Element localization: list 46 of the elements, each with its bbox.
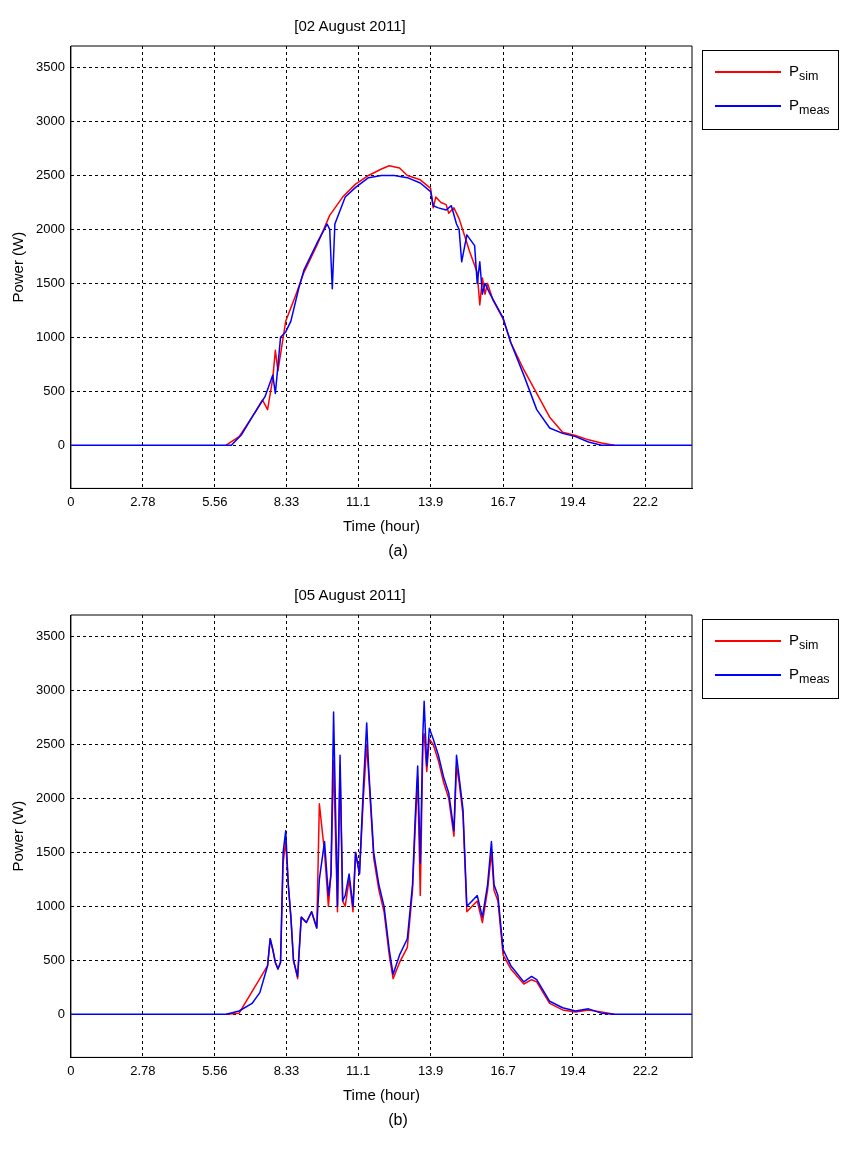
- chart-title: [02 August 2011]: [294, 17, 406, 35]
- x-tick-label: 11.1: [346, 493, 371, 509]
- x-tick-label: 5.56: [202, 1062, 228, 1078]
- y-tick-label: 2500: [36, 167, 65, 183]
- y-axis-title: Power (W): [9, 231, 27, 303]
- x-tick-label: 2.78: [130, 493, 156, 509]
- x-axis-title: Time (hour): [342, 517, 420, 535]
- y-tick-label: 500: [43, 382, 65, 398]
- x-tick-label: 11.1: [346, 1062, 371, 1078]
- y-tick-label: 0: [57, 1005, 65, 1021]
- x-tick-label: 19.4: [560, 1062, 586, 1078]
- y-tick-label: 3000: [36, 113, 65, 129]
- x-tick-label: 19.4: [560, 493, 586, 509]
- x-tick-label: 8.33: [273, 493, 300, 509]
- y-tick-label: 2500: [36, 736, 65, 752]
- y-tick-label: 2000: [36, 221, 65, 237]
- x-tick-label: 16.7: [490, 493, 516, 509]
- x-tick-label: 0: [67, 1062, 75, 1078]
- text: (a): [387, 542, 409, 560]
- legend-label: P$_{meas}$: [789, 664, 830, 686]
- y-tick-label: 3500: [36, 59, 65, 75]
- x-tick-label: 2.78: [130, 1062, 156, 1078]
- x-axis-title: Time (hour): [342, 1086, 420, 1104]
- x-tick-label: 13.9: [417, 493, 444, 509]
- y-tick-label: 1500: [36, 843, 65, 859]
- y-tick-label: 1000: [36, 897, 65, 913]
- x-tick-label: 8.33: [273, 1062, 300, 1078]
- chart-title: [05 August 2011]: [294, 586, 406, 604]
- text: (b): [387, 1111, 409, 1129]
- legend-label: P$_{sim}$: [789, 630, 819, 652]
- y-tick-label: 1500: [36, 274, 65, 290]
- y-tick-label: 500: [43, 951, 65, 967]
- y-tick-label: 3000: [36, 682, 65, 698]
- y-tick-label: 3500: [36, 628, 65, 644]
- x-tick-label: 5.56: [202, 493, 228, 509]
- x-tick-label: 0: [67, 493, 75, 509]
- legend-label: P$_{sim}$: [789, 61, 819, 83]
- y-axis-title: Power (W): [9, 800, 27, 872]
- x-tick-label: 16.7: [490, 1062, 516, 1078]
- x-tick-label: 22.2: [632, 1062, 659, 1078]
- x-tick-label: 22.2: [632, 493, 659, 509]
- x-tick-label: 13.9: [417, 1062, 444, 1078]
- y-tick-label: 1000: [36, 328, 65, 344]
- y-tick-label: 0: [57, 436, 65, 452]
- legend-label: P$_{meas}$: [789, 95, 830, 117]
- y-tick-label: 2000: [36, 790, 65, 806]
